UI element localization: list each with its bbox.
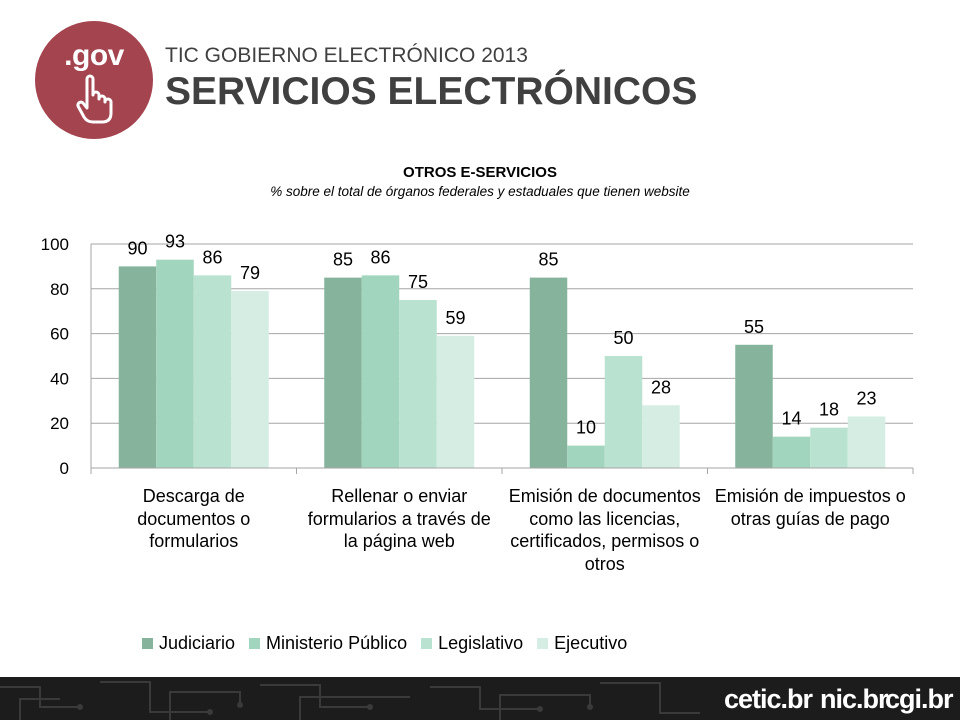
data-label: 90: [127, 238, 147, 258]
logo-text: .gov: [64, 39, 124, 72]
bar: [604, 356, 643, 468]
y-tick-label: 0: [60, 459, 69, 478]
data-label: 75: [408, 272, 428, 292]
legend-label: Ejecutivo: [554, 633, 628, 653]
data-label: 86: [202, 247, 222, 267]
cgibr-logo: cgi.br: [885, 684, 954, 714]
y-tick-label: 100: [41, 235, 69, 254]
bar: [642, 405, 680, 468]
bar: [118, 266, 157, 468]
bar: [324, 277, 362, 468]
bar: [399, 300, 437, 468]
bar: [567, 445, 605, 468]
data-label: 79: [240, 263, 260, 283]
nicbr-logo: nic.br: [820, 684, 889, 714]
legend-label: Ministerio Público: [266, 633, 408, 653]
circuit-pattern-icon: [0, 681, 700, 720]
bar: [847, 416, 886, 468]
data-label: 50: [613, 328, 633, 348]
header-subtitle: TIC GOBIERNO ELECTRÓNICO 2013: [165, 44, 528, 67]
data-label: 85: [333, 250, 353, 270]
legend-label: Judiciario: [159, 633, 236, 653]
x-category-label: Descarga de documentos o formularios: [137, 486, 251, 551]
data-label: 59: [445, 308, 465, 328]
legend-swatch: [421, 638, 433, 649]
legend-swatch: [249, 638, 261, 649]
pointing-hand-icon: [76, 74, 113, 124]
data-label: 14: [781, 409, 801, 429]
chart-title: OTROS E-SERVICIOS: [403, 164, 557, 181]
data-label: 10: [576, 418, 596, 438]
legend-swatch: [537, 638, 549, 649]
data-label: 85: [538, 250, 558, 270]
data-label: 18: [819, 400, 839, 420]
bar: [529, 277, 568, 468]
legend-item: Judiciario: [142, 633, 235, 654]
y-tick-label: 80: [50, 280, 69, 299]
bar: [156, 259, 194, 468]
data-label: 23: [856, 388, 876, 408]
bar: [361, 275, 400, 468]
y-tick-label: 60: [50, 325, 69, 344]
gov-logo: .gov: [35, 21, 153, 139]
legend-item: Ministerio Público: [249, 633, 407, 654]
legend-item: Ejecutivo: [537, 633, 627, 654]
bar: [231, 291, 269, 468]
header-title: SERVICIOS ELECTRÓNICOS: [165, 70, 698, 113]
bar: [193, 275, 232, 468]
legend-label: Legislativo: [438, 633, 524, 653]
data-label: 28: [651, 377, 671, 397]
y-tick-label: 20: [50, 414, 69, 433]
footer-bar: [0, 677, 960, 720]
bar: [772, 436, 811, 468]
data-label: 55: [744, 317, 764, 337]
data-label: 86: [370, 247, 390, 267]
data-label: 93: [165, 232, 185, 252]
y-tick-label: 40: [50, 369, 69, 388]
bar: [735, 344, 773, 468]
x-category-label: Emisión de impuestos o otras guías de pa…: [714, 486, 906, 529]
chart-subtitle: % sobre el total de órganos federales y …: [270, 184, 690, 199]
bar: [810, 427, 848, 468]
chart-legend: Judiciario Ministerio Público Legislativo E…: [142, 633, 641, 654]
bar: [436, 335, 475, 468]
legend-item: Legislativo: [421, 633, 523, 654]
legend-swatch: [142, 638, 153, 649]
x-category-label: Rellenar o enviar formularios a través d…: [307, 486, 491, 551]
cetic-logo: cetic.br: [724, 684, 813, 714]
x-category-label: Emisión de documentos como las licencias…: [508, 486, 701, 574]
